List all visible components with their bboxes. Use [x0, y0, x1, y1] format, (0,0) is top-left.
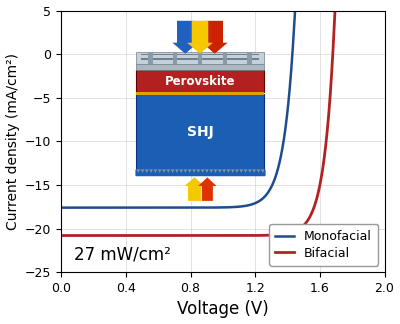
Bar [136, 92, 264, 95]
Bar [136, 52, 264, 64]
Bifacial [313, 200, 318, 204]
Legend: Monofacial, Bifacial: Monofacial, Bifacial [269, 224, 378, 266]
Bifacial [75, 234, 80, 237]
Monofacial [382, 9, 387, 13]
Bifacial [382, 9, 387, 13]
Bar [136, 70, 264, 92]
Monofacial [208, 206, 212, 210]
Bifacial [208, 234, 212, 237]
Text: SHJ: SHJ [187, 125, 213, 139]
Monofacial [216, 205, 221, 209]
Bar [141, 54, 259, 55]
FancyArrow shape [172, 21, 198, 54]
Monofacial [75, 206, 80, 210]
Line: Bifacial: Bifacial [61, 11, 384, 236]
Bifacial [216, 234, 221, 237]
Text: Perovskite: Perovskite [165, 75, 235, 88]
Bar [141, 58, 259, 60]
Monofacial [293, 9, 298, 13]
Bar [248, 52, 252, 64]
Bar [148, 52, 152, 64]
FancyArrow shape [184, 178, 205, 201]
Bar [198, 52, 202, 64]
Bar [136, 64, 264, 70]
Monofacial [373, 9, 378, 13]
Bar [173, 52, 177, 64]
Bar [223, 52, 227, 64]
X-axis label: Voltage (V): Voltage (V) [177, 300, 269, 318]
Y-axis label: Current density (mA/cm²): Current density (mA/cm²) [6, 53, 20, 230]
FancyArrow shape [187, 21, 213, 54]
Bifacial [373, 9, 378, 13]
Monofacial [373, 9, 378, 13]
Text: 27 mW/cm²: 27 mW/cm² [74, 245, 171, 263]
Line: Monofacial: Monofacial [61, 11, 384, 208]
Bifacial [373, 9, 378, 13]
Bar [136, 94, 264, 169]
FancyArrow shape [202, 21, 228, 54]
Bifacial [333, 9, 338, 13]
Bifacial [59, 234, 64, 237]
Bar [136, 169, 264, 175]
Monofacial [59, 206, 64, 210]
Monofacial [314, 9, 318, 13]
FancyArrow shape [198, 178, 216, 201]
